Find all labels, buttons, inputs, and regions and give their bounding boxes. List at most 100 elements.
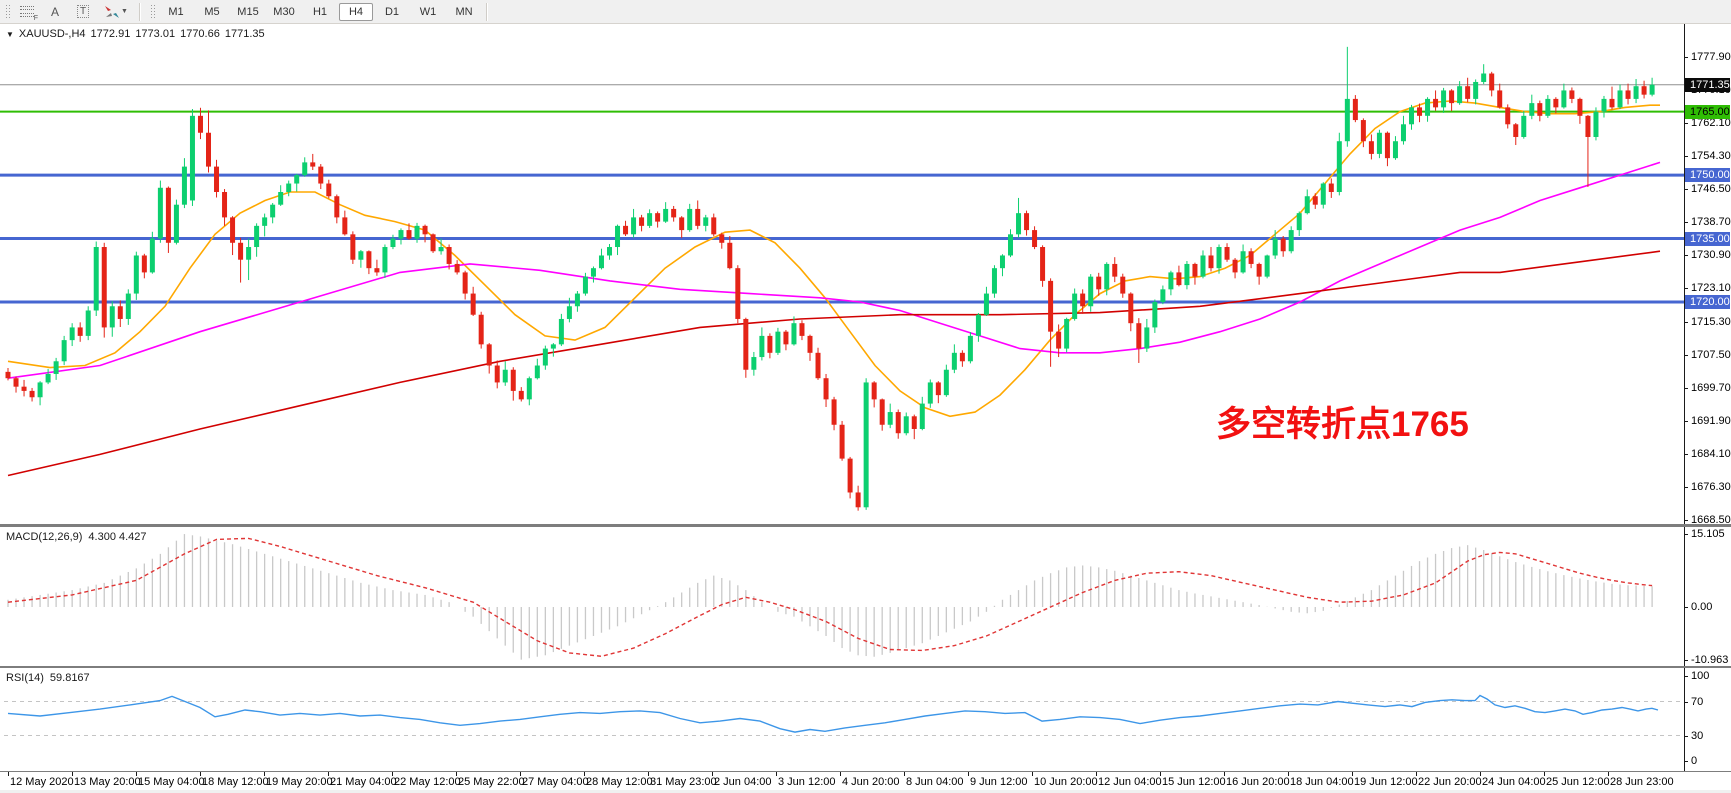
time-axis-label[interactable]: 19 May 20:00 [266, 776, 333, 788]
candle [1232, 258, 1238, 279]
time-axis-label[interactable]: 25 May 22:00 [458, 776, 525, 788]
time-axis-label[interactable]: 28 May 12:00 [586, 776, 653, 788]
time-axis-label[interactable]: 12 May 2020 [10, 776, 74, 788]
time-axis-label[interactable]: 27 May 04:00 [522, 776, 589, 788]
time-axis-label[interactable]: 31 May 23:00 [650, 776, 717, 788]
ohlc-open: 1772.91 [90, 28, 131, 40]
time-axis-label[interactable]: 8 Jun 04:00 [906, 776, 964, 788]
candle [550, 343, 556, 357]
time-axis-label[interactable]: 21 May 04:00 [330, 776, 397, 788]
chart-area: ▼ XAUUSD-,H4 1772.91 1773.01 1770.66 177… [0, 24, 1731, 793]
price-axis-tick [1684, 189, 1688, 191]
candle [1368, 134, 1374, 160]
macd-axis-tick [1684, 659, 1688, 661]
time-axis-tick [648, 772, 649, 776]
time-axis-label[interactable]: 15 May 04:00 [138, 776, 205, 788]
timeframe-button-MN[interactable]: MN [455, 5, 473, 18]
arrow-objects-icon[interactable]: ▼ [98, 1, 134, 22]
text-box-glyph: T [76, 5, 90, 18]
time-axis-label[interactable]: 18 May 12:00 [202, 776, 269, 788]
rsi-axis-label: 30 [1691, 729, 1704, 742]
time-axis-label[interactable]: 2 Jun 04:00 [714, 776, 772, 788]
candle [991, 265, 997, 298]
rsi-axis-label: 0 [1691, 755, 1698, 767]
candle [374, 259, 380, 276]
text-label-icon[interactable]: A [42, 1, 68, 22]
time-axis-label[interactable]: 3 Jun 12:00 [778, 776, 836, 788]
candle [93, 241, 99, 316]
time-axis-label[interactable]: 13 May 20:00 [74, 776, 141, 788]
candle [663, 202, 669, 223]
time-axis-label[interactable]: 22 Jun 20:00 [1418, 776, 1482, 788]
timeframe-button-M15[interactable]: M15 [237, 5, 259, 18]
time-axis-label[interactable]: 4 Jun 20:00 [842, 776, 900, 788]
candle [1080, 289, 1086, 314]
candle [1176, 265, 1182, 287]
ma-slow-line [7, 250, 1661, 477]
candle [1641, 80, 1647, 99]
timeframe-button-D1[interactable]: D1 [384, 5, 400, 18]
price-axis-tick [1684, 453, 1688, 455]
candle [69, 323, 75, 347]
ohlc-close: 1771.35 [224, 28, 265, 40]
candle [398, 228, 404, 245]
macd-panel[interactable] [0, 527, 1684, 666]
price-axis[interactable]: 1777.901770.101762.101754.301746.501738.… [1684, 24, 1731, 772]
time-axis-tick [264, 772, 265, 776]
time-axis-label[interactable]: 15 Jun 12:00 [1162, 776, 1226, 788]
time-axis-label[interactable]: 24 Jun 04:00 [1482, 776, 1546, 788]
candle [350, 231, 356, 264]
time-axis-label[interactable]: 10 Jun 20:00 [1034, 776, 1098, 788]
timeframe-button-M1[interactable]: M1 [168, 5, 184, 18]
time-axis-label[interactable]: 22 May 12:00 [394, 776, 461, 788]
time-axis-label[interactable]: 28 Jun 23:00 [1610, 776, 1674, 788]
candle [294, 173, 300, 192]
time-axis-label[interactable]: 19 Jun 12:00 [1354, 776, 1418, 788]
time-axis-label[interactable]: 18 Jun 04:00 [1290, 776, 1354, 788]
toolbar-separator [139, 2, 141, 21]
fibonacci-grid-icon[interactable]: F [14, 1, 40, 22]
candle [1320, 182, 1326, 209]
text-box-icon[interactable]: T [70, 1, 96, 22]
candle [839, 420, 845, 461]
candle [911, 414, 917, 440]
timeframe-button-M30[interactable]: M30 [273, 5, 295, 18]
candle [526, 376, 532, 406]
candle [1248, 248, 1254, 269]
panel-separator-rsi[interactable] [0, 666, 1731, 668]
timeframe-button-M5[interactable]: M5 [204, 5, 220, 18]
candle [647, 209, 653, 228]
toolbar-drag-handle[interactable] [5, 3, 10, 20]
candle [238, 237, 244, 283]
time-axis-label[interactable]: 9 Jun 12:00 [970, 776, 1028, 788]
price-axis-label: 1676.30 [1691, 480, 1731, 493]
time-axis-label[interactable]: 12 Jun 04:00 [1098, 776, 1162, 788]
annotation-text[interactable]: 多空转折点1765 [1216, 405, 1469, 444]
panel-separator-macd[interactable] [0, 524, 1731, 527]
collapse-chart-icon[interactable]: ▼ [6, 29, 14, 39]
candle [286, 180, 292, 197]
timeframe-button-H4[interactable]: H4 [339, 2, 373, 21]
dropdown-caret-icon[interactable]: ▼ [121, 8, 128, 15]
candle [29, 387, 35, 402]
time-axis[interactable]: 12 May 2020 13 May 20:00 15 May 04:00 18 Ma… [0, 772, 1731, 790]
time-axis-label[interactable]: 16 Jun 20:00 [1226, 776, 1290, 788]
candle [1577, 97, 1583, 124]
rsi-panel[interactable] [0, 668, 1684, 771]
timeframe-button-W1[interactable]: W1 [419, 5, 437, 18]
candle [607, 244, 612, 260]
timeframe-button-H1[interactable]: H1 [312, 5, 328, 18]
time-axis-tick [1480, 772, 1481, 776]
candle [262, 213, 268, 237]
candle [1312, 193, 1318, 209]
time-axis-label[interactable]: 25 Jun 12:00 [1546, 776, 1610, 788]
candle [1449, 89, 1455, 112]
macd-axis-tick [1684, 534, 1688, 536]
price-axis-tick [1684, 156, 1688, 158]
macd-signal-line [7, 537, 1653, 658]
candle [366, 250, 372, 275]
price-panel[interactable] [0, 24, 1684, 525]
price-line-label-1765.00: 1765.00 [1685, 104, 1730, 119]
timeframe-drag-handle[interactable] [150, 3, 155, 20]
